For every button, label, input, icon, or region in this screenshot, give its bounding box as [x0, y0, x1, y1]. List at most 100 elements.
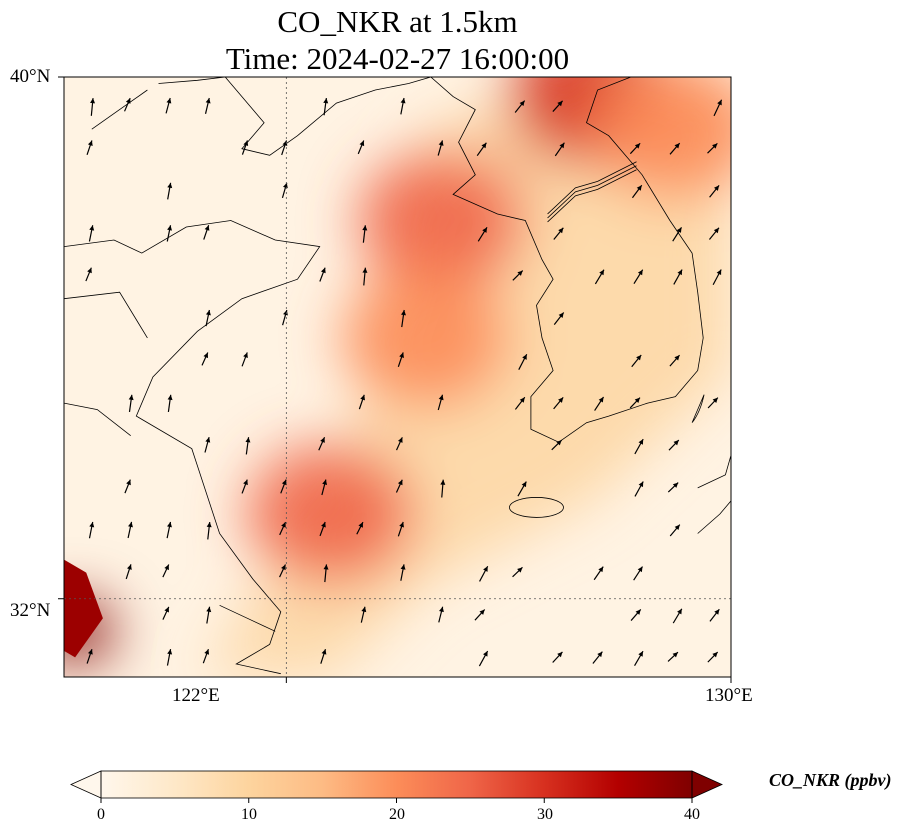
wind-arrow	[358, 394, 366, 410]
tsushima-island	[691, 394, 705, 423]
wind-arrow	[397, 352, 404, 367]
wind-arrow	[167, 394, 173, 413]
wind-arrow	[440, 479, 446, 498]
colorbar-label: CO_NKR (ppbv)	[769, 770, 892, 790]
field-hotspot	[246, 443, 415, 584]
wind-arrow	[125, 564, 132, 580]
wind-arrow	[669, 354, 681, 367]
colorbar-tick-label: 20	[389, 806, 405, 823]
map-title-line2: Time: 2024-02-27 16:00:00	[225, 41, 570, 76]
wind-arrow	[279, 521, 287, 536]
wind-arrow	[318, 437, 326, 451]
wind-arrow	[709, 608, 720, 622]
wind-arrow	[281, 140, 288, 156]
wind-arrow	[673, 269, 683, 285]
wind-arrow	[400, 564, 406, 581]
wind-arrow	[320, 648, 327, 664]
wind-arrow	[631, 184, 643, 199]
wind-arrow	[707, 142, 718, 154]
wind-arrow	[204, 437, 211, 453]
wind-arrow	[437, 394, 444, 411]
colorbar-tick-label: 30	[537, 806, 553, 823]
wind-arrow	[124, 479, 131, 494]
wind-arrow	[634, 650, 644, 666]
wind-arrow	[633, 566, 644, 581]
wind-arrow	[514, 100, 526, 113]
wind-arrow	[166, 521, 172, 539]
wind-arrow	[279, 564, 287, 578]
colorbar-max-extend	[691, 770, 723, 799]
wind-arrow	[323, 97, 329, 116]
wind-arrow	[356, 521, 364, 535]
wind-arrow	[165, 97, 172, 114]
field-hotspot	[591, 77, 731, 200]
wind-arrow	[127, 521, 133, 539]
wind-arrow	[397, 521, 404, 537]
wind-arrow	[319, 521, 326, 537]
x-tick-label: 122°E	[172, 685, 220, 706]
wind-arrow	[241, 352, 248, 367]
map-frame	[63, 76, 732, 678]
colorbar-tick-label: 10	[241, 806, 257, 823]
wind-arrow	[517, 481, 527, 497]
wind-arrow	[357, 140, 365, 155]
wind-arrow	[205, 309, 211, 327]
field-peak	[64, 559, 103, 658]
wind-arrow	[438, 606, 444, 623]
y-tick-label: 40°N	[10, 66, 51, 87]
wind-arrow	[202, 648, 210, 664]
wind-arrow	[593, 566, 604, 581]
wind-arrow	[124, 97, 131, 112]
coastline	[219, 604, 276, 632]
wind-arrow	[552, 651, 563, 663]
wind-arrow	[360, 606, 367, 623]
wind-arrow	[630, 609, 642, 621]
colorbar-min-extend	[70, 770, 102, 799]
wind-arrow	[667, 651, 679, 662]
wind-arrow	[707, 397, 719, 409]
wind-arrow	[167, 182, 173, 200]
wind-arrow	[166, 649, 173, 666]
wind-arrow	[631, 354, 642, 368]
wind-arrow	[629, 397, 641, 409]
province-border	[64, 291, 148, 339]
wind-arrow	[634, 438, 644, 455]
border-line	[547, 161, 637, 215]
field-hotspot	[357, 150, 526, 291]
x-tick-label: 130°E	[705, 685, 753, 706]
wind-arrow	[476, 142, 487, 157]
wind-arrow	[280, 479, 287, 494]
wind-arrow	[323, 564, 329, 583]
wind-arrow	[400, 97, 406, 115]
wind-arrow	[514, 396, 526, 410]
wind-arrow	[321, 479, 328, 496]
wind-arrow	[707, 651, 719, 663]
wind-arrow	[478, 650, 489, 667]
wind-arrow	[241, 479, 248, 494]
wind-arrow	[553, 227, 564, 240]
wind-arrow	[512, 270, 524, 281]
colorbar-tick-label: 40	[684, 806, 700, 823]
province-border	[64, 402, 131, 437]
coastlines	[64, 77, 731, 675]
wind-arrow	[362, 267, 368, 286]
wind-arrow	[518, 353, 528, 370]
coastline	[91, 89, 148, 130]
wind-arrow	[594, 396, 605, 411]
wind-arrow	[672, 608, 683, 624]
wind-arrow	[206, 521, 212, 540]
wind-arrow	[474, 609, 486, 621]
wind-arrow	[552, 100, 564, 112]
wind-arrow	[88, 521, 95, 539]
wind-arrow	[479, 565, 489, 582]
wind-arrow	[395, 479, 403, 493]
y-tick-label: 32°N	[10, 600, 51, 621]
co-field	[64, 77, 731, 677]
wind-arrow	[709, 185, 720, 198]
wind-arrow	[712, 269, 722, 286]
wind-arrow	[206, 606, 212, 624]
wind-arrow	[90, 98, 96, 116]
wind-arrow	[245, 437, 251, 455]
wind-arrow	[395, 437, 403, 451]
colorbar-body	[101, 771, 692, 798]
